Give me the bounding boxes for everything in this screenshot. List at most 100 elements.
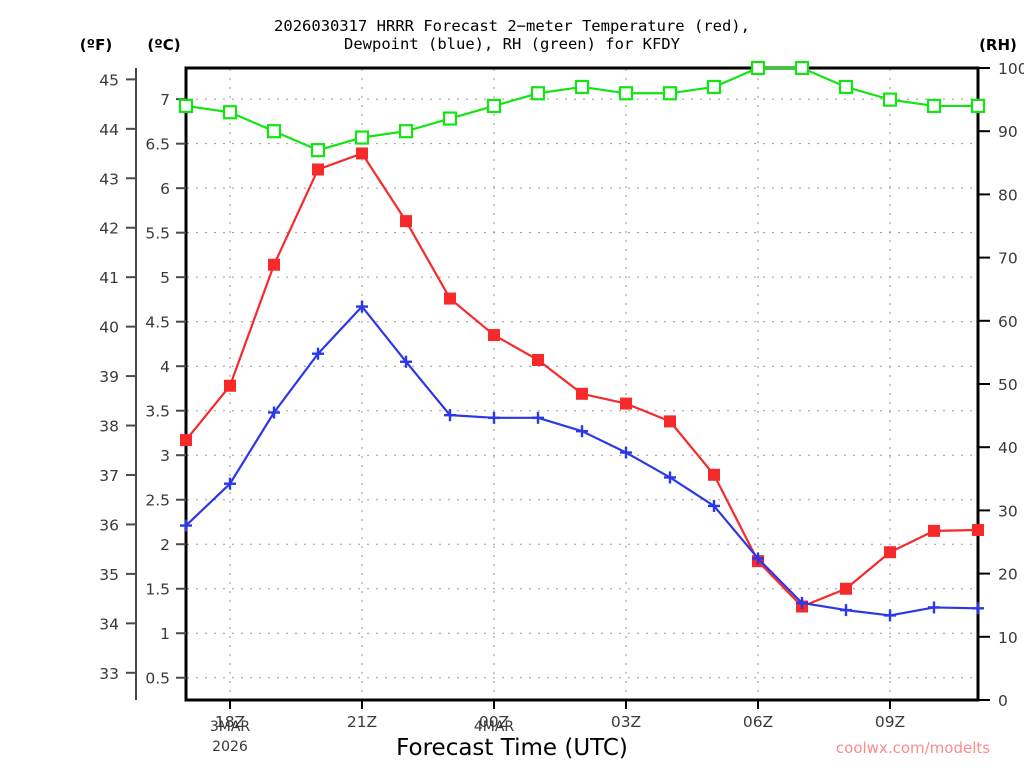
data-point-marker: [706, 79, 722, 95]
celsius-tick-label: 4: [160, 358, 170, 376]
data-point-marker: [224, 379, 236, 392]
time-tick-label: 09Z: [875, 713, 905, 731]
data-point-marker: [840, 604, 852, 617]
data-point-marker: [532, 353, 544, 366]
celsius-tick-label: 1: [160, 625, 170, 643]
data-point-marker: [488, 329, 500, 342]
data-point-marker: [180, 519, 192, 532]
celsius-tick-label: 6.5: [145, 136, 170, 154]
time-tick-label: 18Z: [215, 713, 245, 731]
data-point-marker: [884, 609, 896, 622]
data-point-marker: [664, 471, 676, 484]
data-point-marker: [530, 86, 546, 101]
time-tick-label: 21Z: [347, 713, 377, 731]
data-point-marker: [576, 387, 588, 400]
data-point-marker: [708, 468, 720, 481]
data-point-marker: [794, 60, 810, 76]
celsius-tick-label: 5: [160, 269, 170, 287]
data-point-marker: [926, 98, 942, 114]
fahrenheit-tick-label: 40: [99, 319, 119, 337]
data-point-marker: [222, 105, 238, 120]
data-point-marker: [972, 523, 984, 536]
celsius-tick-label: 3: [160, 447, 170, 465]
data-point-marker: [224, 477, 236, 490]
rh-tick-label: 0: [998, 692, 1008, 710]
data-point-marker: [928, 601, 940, 614]
celsius-tick-label: 3.5: [145, 403, 170, 421]
data-point-marker: [444, 292, 456, 305]
rh-tick-label: 70: [998, 250, 1018, 268]
rh-axis: 0 10 20 30 40 50 60 70 80 90 100: [978, 60, 1024, 710]
time-tick-label: 03Z: [611, 713, 641, 731]
chart-title-line1: 2026030317 HRRR Forecast 2−meter Tempera…: [274, 17, 750, 35]
fahrenheit-tick-label: 44: [99, 121, 119, 139]
fahrenheit-tick-label: 43: [99, 170, 119, 188]
rh-tick-label: 90: [998, 123, 1018, 141]
rh-tick-label: 20: [998, 566, 1018, 584]
data-point-marker: [884, 546, 896, 559]
data-point-marker: [268, 258, 280, 271]
start-day-label: 3MAR: [210, 719, 251, 735]
series-rh: [178, 60, 986, 158]
celsius-axis-header: (ºC): [147, 36, 180, 54]
plot-frame: [184, 66, 980, 702]
fahrenheit-tick-label: 35: [99, 566, 119, 584]
data-point-marker: [354, 130, 370, 145]
data-point-marker: [356, 147, 368, 160]
mid-day-label: 4MAR: [474, 719, 515, 735]
data-point-marker: [442, 111, 458, 126]
data-point-marker: [662, 86, 678, 101]
fahrenheit-tick-label: 42: [99, 220, 119, 238]
celsius-tick-label: 2.5: [145, 492, 170, 510]
celsius-tick-label: 4.5: [145, 314, 170, 332]
watermark: coolwx.com/modelts: [836, 739, 990, 757]
data-point-marker: [972, 602, 984, 615]
gridlines: [187, 69, 977, 699]
rh-tick-label: 50: [998, 376, 1018, 394]
data-point-marker: [796, 596, 808, 609]
data-point-marker: [708, 499, 720, 512]
fahrenheit-tick-label: 41: [99, 269, 119, 287]
data-point-marker: [398, 124, 414, 139]
data-point-marker: [840, 582, 852, 595]
data-point-marker: [620, 446, 632, 459]
data-point-marker: [178, 98, 194, 114]
data-point-marker: [444, 409, 456, 422]
series-2-meter-temperature: [180, 147, 984, 613]
fahrenheit-tick-label: 45: [99, 71, 119, 89]
data-point-marker: [574, 79, 590, 95]
fahrenheit-axis-header: (ºF): [80, 36, 112, 54]
data-point-marker: [312, 347, 324, 360]
rh-tick-label: 100: [998, 60, 1024, 78]
rh-tick-label: 60: [998, 313, 1018, 331]
celsius-tick-label: 2: [160, 536, 170, 554]
rh-tick-label: 10: [998, 629, 1018, 647]
data-point-marker: [664, 415, 676, 428]
fahrenheit-tick-label: 37: [99, 467, 119, 485]
chart-title-line2: Dewpoint (blue), RH (green) for KFDY: [344, 35, 681, 53]
celsius-tick-label: 7: [160, 91, 170, 109]
data-series: [178, 60, 986, 622]
rh-tick-label: 40: [998, 439, 1018, 457]
data-point-marker: [180, 434, 192, 447]
data-point-marker: [752, 552, 764, 565]
celsius-tick-label: 5.5: [145, 225, 170, 243]
data-point-marker: [970, 98, 986, 114]
data-point-marker: [532, 411, 544, 424]
fahrenheit-tick-label: 34: [99, 615, 119, 633]
series-dewpoint: [180, 300, 984, 622]
celsius-tick-label: 1.5: [145, 581, 170, 599]
data-point-marker: [266, 124, 282, 139]
data-point-marker: [400, 355, 412, 368]
data-point-marker: [310, 143, 326, 158]
data-point-marker: [356, 300, 368, 313]
rh-tick-label: 30: [998, 502, 1018, 520]
fahrenheit-tick-label: 33: [99, 665, 119, 683]
data-point-marker: [576, 425, 588, 438]
rh-tick-label: 80: [998, 186, 1018, 204]
fahrenheit-axis: 33 34 35 36 37 38 39 40 41 42 43 44 45: [99, 68, 137, 700]
data-point-marker: [882, 92, 898, 107]
data-point-marker: [268, 406, 280, 419]
data-point-marker: [486, 98, 502, 114]
